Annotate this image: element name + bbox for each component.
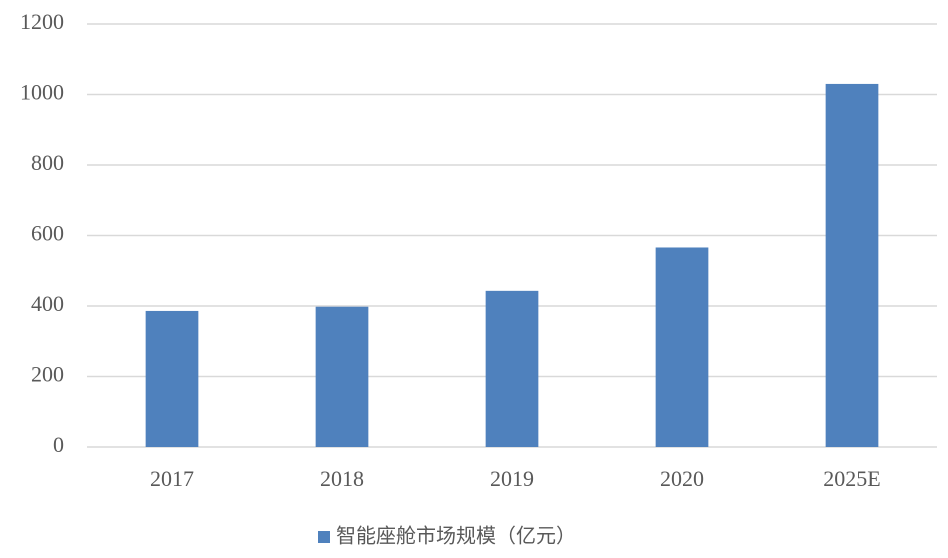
bar [315, 306, 369, 447]
x-tick-label: 2017 [150, 466, 194, 491]
x-tick-label: 2018 [320, 466, 364, 491]
legend-label: 智能座舱市场规模（亿元） [336, 525, 576, 548]
y-tick-label: 200 [31, 362, 64, 387]
bar [145, 310, 199, 447]
y-tick-label: 0 [53, 432, 64, 457]
bar [655, 247, 709, 447]
y-tick-label: 600 [31, 221, 64, 246]
legend-swatch [318, 531, 330, 543]
y-tick-label: 1000 [20, 80, 64, 105]
y-tick-label: 1200 [20, 9, 64, 34]
x-tick-label: 2019 [490, 466, 534, 491]
x-tick-label: 2020 [660, 466, 704, 491]
bar [825, 83, 879, 448]
y-tick-label: 800 [31, 150, 64, 175]
bar [485, 290, 539, 447]
y-tick-label: 400 [31, 291, 64, 316]
x-tick-label: 2025E [823, 466, 880, 491]
